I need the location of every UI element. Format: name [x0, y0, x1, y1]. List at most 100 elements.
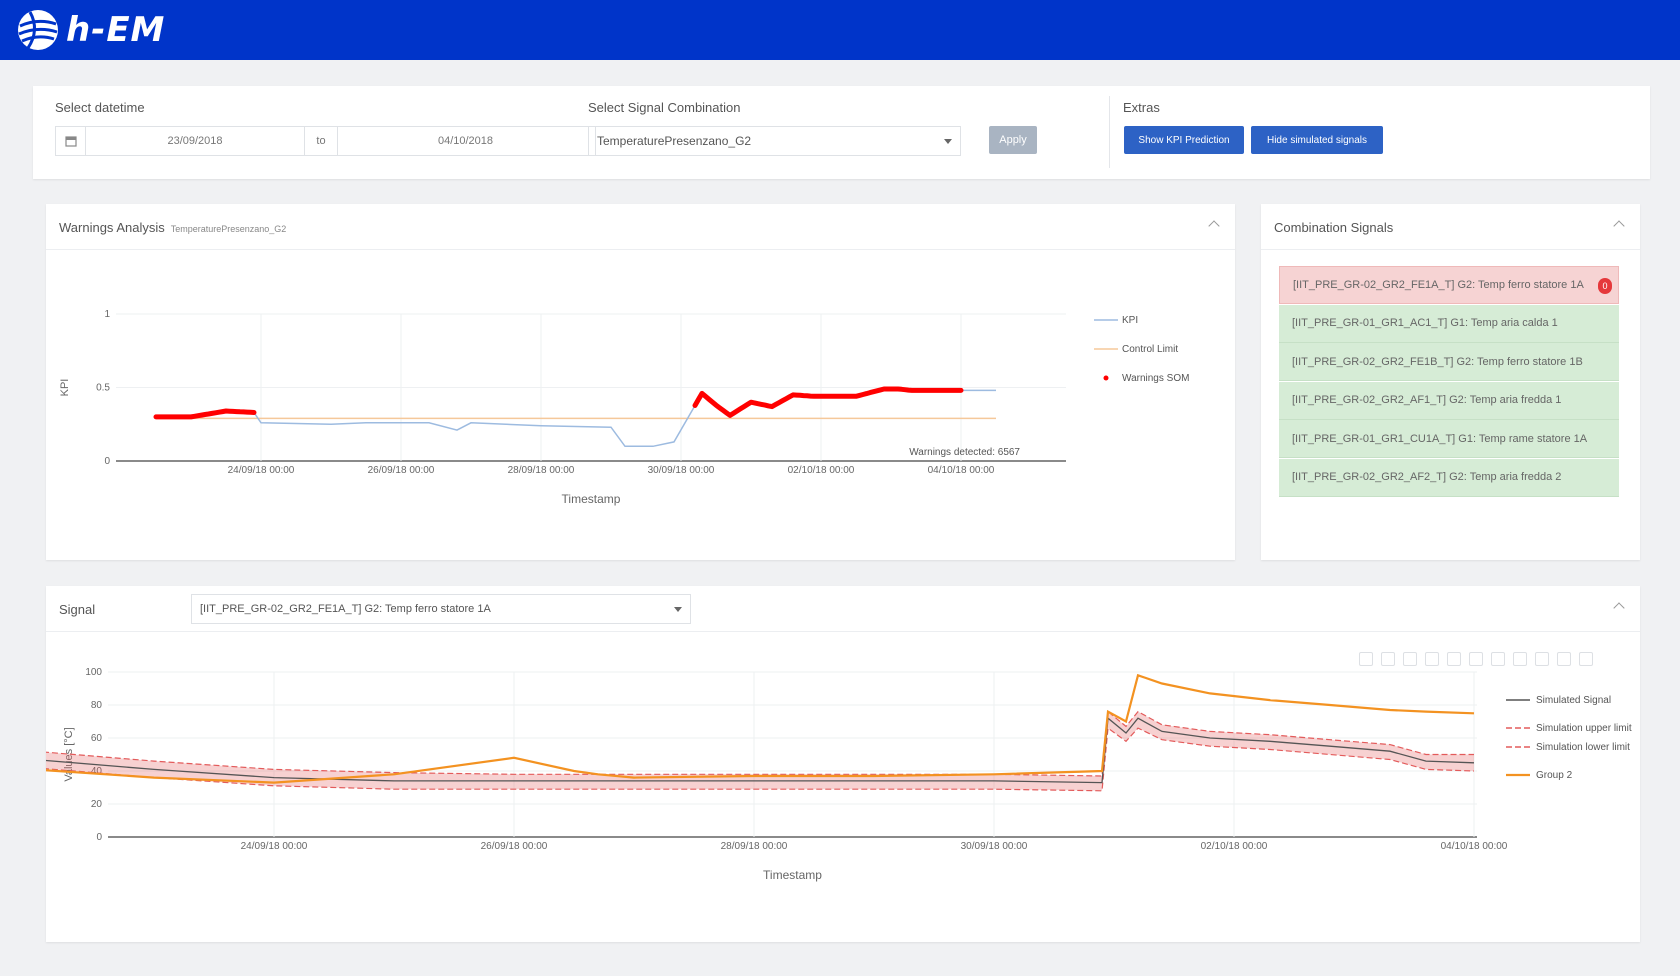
x-tick-label: 04/10/18 00:00 [928, 465, 995, 476]
datetime-label: Select datetime [55, 100, 145, 115]
signal-combination-label: Select Signal Combination [588, 100, 741, 115]
signal-select-value: [IIT_PRE_GR-02_GR2_FE1A_T] G2: Temp ferr… [200, 603, 491, 615]
combination-signal-label: [IIT_PRE_GR-02_GR2_AF1_T] G2: Temp aria … [1292, 394, 1562, 406]
combination-signal-item[interactable]: [IIT_PRE_GR-01_GR1_AC1_T] G1: Temp aria … [1279, 304, 1619, 343]
x-tick-label: 02/10/18 00:00 [1201, 841, 1268, 852]
divider [1109, 96, 1110, 168]
camera-icon[interactable] [1359, 652, 1373, 666]
simulated-signal-line [46, 716, 1475, 784]
extras-label: Extras [1123, 100, 1160, 115]
signal-combination-select[interactable]: TemperaturePresenzano_G2 [588, 126, 961, 156]
brand-logo[interactable]: h-EM [16, 6, 165, 54]
legend-label: Warnings SOM [1122, 373, 1189, 384]
x-tick-label: 02/10/18 00:00 [788, 465, 855, 476]
pan-icon[interactable] [1403, 652, 1417, 666]
warnings-chart: 0 0.5 1 24/09/18 00:00 26/09/18 00:00 28/09/1… [59, 309, 1189, 506]
combination-signal-label: [IIT_PRE_GR-02_GR2_FE1B_T] G2: Temp ferr… [1292, 355, 1583, 368]
combination-signals-panel: Combination Signals [IIT_PRE_GR-02_GR2_F… [1261, 204, 1640, 560]
warnings-analysis-panel: Warnings Analysis TemperaturePresenzano_G… [46, 204, 1235, 560]
simulation-lower-limit-line [46, 726, 1475, 792]
panel-header: Combination Signals [1261, 204, 1640, 250]
collapse-icon[interactable] [1613, 220, 1625, 232]
calendar-icon[interactable] [56, 127, 86, 155]
reset-axes-icon[interactable] [1535, 652, 1549, 666]
simulation-upper-limit-line [46, 710, 1474, 777]
warning-badge: 0 [1598, 278, 1612, 294]
y-tick-label: 20 [91, 799, 103, 810]
y-tick-label: 60 [91, 733, 103, 744]
date-range-picker: 23/09/2018 to 04/10/2018 [55, 126, 596, 156]
y-tick-label: 100 [85, 667, 102, 678]
group2-line [46, 673, 1475, 784]
combination-signal-item[interactable]: [IIT_PRE_GR-02_GR2_FE1A_T] G2: Temp ferr… [1279, 266, 1619, 304]
x-tick-label: 24/09/18 00:00 [228, 465, 295, 476]
legend-label: KPI [1122, 315, 1138, 326]
warnings-detected-label: Warnings detected: 6567 [909, 447, 1020, 458]
legend-warnings-swatch [1103, 375, 1109, 381]
hover-icon[interactable] [1579, 652, 1593, 666]
signal-select[interactable]: [IIT_PRE_GR-02_GR2_FE1A_T] G2: Temp ferr… [191, 594, 691, 624]
x-tick-label: 30/09/18 00:00 [648, 465, 715, 476]
warnings-som-markers [692, 386, 964, 418]
x-axis-label: Timestamp [763, 868, 822, 882]
y-tick-label: 40 [91, 766, 103, 777]
autoscale-icon[interactable] [1513, 652, 1527, 666]
filter-bar: Select datetime 23/09/2018 to 04/10/2018… [33, 86, 1650, 179]
lasso-select-icon[interactable] [1447, 652, 1461, 666]
combination-signal-item[interactable]: [IIT_PRE_GR-02_GR2_FE1B_T] G2: Temp ferr… [1279, 343, 1619, 381]
signal-panel: Signal [IIT_PRE_GR-02_GR2_FE1A_T] G2: Te… [46, 586, 1640, 942]
zoom-in-icon[interactable] [1469, 652, 1483, 666]
warnings-som-markers [153, 408, 257, 420]
y-tick-label: 80 [91, 700, 103, 711]
combination-signal-item[interactable]: [IIT_PRE_GR-02_GR2_AF2_T] G2: Temp aria … [1279, 458, 1619, 497]
plot-toolbar [1359, 652, 1593, 668]
collapse-icon[interactable] [1613, 602, 1625, 614]
box-select-icon[interactable] [1425, 652, 1439, 666]
x-tick-label: 30/09/18 00:00 [961, 841, 1028, 852]
combination-signal-item[interactable]: [IIT_PRE_GR-01_GR1_CU1A_T] G1: Temp rame… [1279, 420, 1619, 458]
hide-simulated-signals-button[interactable]: Hide simulated signals [1251, 126, 1383, 154]
x-tick-label: 26/09/18 00:00 [368, 465, 435, 476]
y-axis-label: Values [°C] [63, 727, 75, 781]
top-navbar: h-EM [0, 0, 1680, 60]
collapse-icon[interactable] [1208, 220, 1220, 232]
y-axis-label: KPI [59, 379, 71, 397]
combination-signal-label: [IIT_PRE_GR-02_GR2_AF2_T] G2: Temp aria … [1292, 471, 1562, 483]
x-axis-label: Timestamp [562, 492, 621, 506]
zoom-icon[interactable] [1381, 652, 1395, 666]
spike-lines-icon[interactable] [1557, 652, 1571, 666]
warnings-title: Warnings Analysis [59, 220, 165, 235]
globe-icon [18, 10, 58, 50]
x-tick-label: 28/09/18 00:00 [721, 841, 788, 852]
combination-signal-item[interactable]: [IIT_PRE_GR-02_GR2_AF1_T] G2: Temp aria … [1279, 381, 1619, 420]
combination-signal-label: [IIT_PRE_GR-02_GR2_FE1A_T] G2: Temp ferr… [1293, 279, 1584, 291]
y-tick-label: 0 [104, 456, 110, 467]
signal-title: Signal [59, 602, 96, 617]
zoom-out-icon[interactable] [1491, 652, 1505, 666]
combination-signal-label: [IIT_PRE_GR-01_GR1_CU1A_T] G1: Temp rame… [1292, 432, 1588, 445]
apply-button[interactable]: Apply [989, 126, 1037, 154]
panel-header: Warnings Analysis TemperaturePresenzano_G… [46, 204, 1235, 250]
date-to-label: to [304, 127, 338, 155]
brand-name: h-EM [66, 10, 166, 50]
combination-title: Combination Signals [1274, 220, 1394, 235]
x-tick-label: 28/09/18 00:00 [508, 465, 575, 476]
legend-label: Simulated Signal [1536, 695, 1611, 706]
y-tick-label: 1 [104, 309, 110, 320]
signal-combination-value: TemperaturePresenzano_G2 [597, 134, 752, 148]
chevron-down-icon [944, 138, 952, 144]
date-from-input[interactable]: 23/09/2018 [167, 135, 223, 147]
warnings-subtitle: TemperaturePresenzano_G2 [170, 224, 287, 234]
y-tick-label: 0.5 [96, 383, 110, 394]
show-kpi-prediction-button[interactable]: Show KPI Prediction [1124, 126, 1244, 154]
legend-label: Group 2 [1536, 770, 1573, 781]
date-to-input[interactable]: 04/10/2018 [437, 135, 494, 147]
x-tick-label: 04/10/18 00:00 [1441, 841, 1508, 852]
panel-header: Signal [IIT_PRE_GR-02_GR2_FE1A_T] G2: Te… [46, 586, 1640, 632]
x-tick-label: 24/09/18 00:00 [241, 841, 308, 852]
combination-signal-label: [IIT_PRE_GR-01_GR1_AC1_T] G1: Temp aria … [1292, 317, 1558, 329]
legend-label: Simulation upper limit [1536, 723, 1632, 734]
signal-chart: 0 20 40 60 80 100 24/09/18 00:00 26/09/18 00:00… [46, 667, 1632, 882]
legend-label: Simulation lower limit [1536, 742, 1630, 753]
panel-title: Warnings Analysis TemperaturePresenzano_G… [59, 220, 286, 235]
